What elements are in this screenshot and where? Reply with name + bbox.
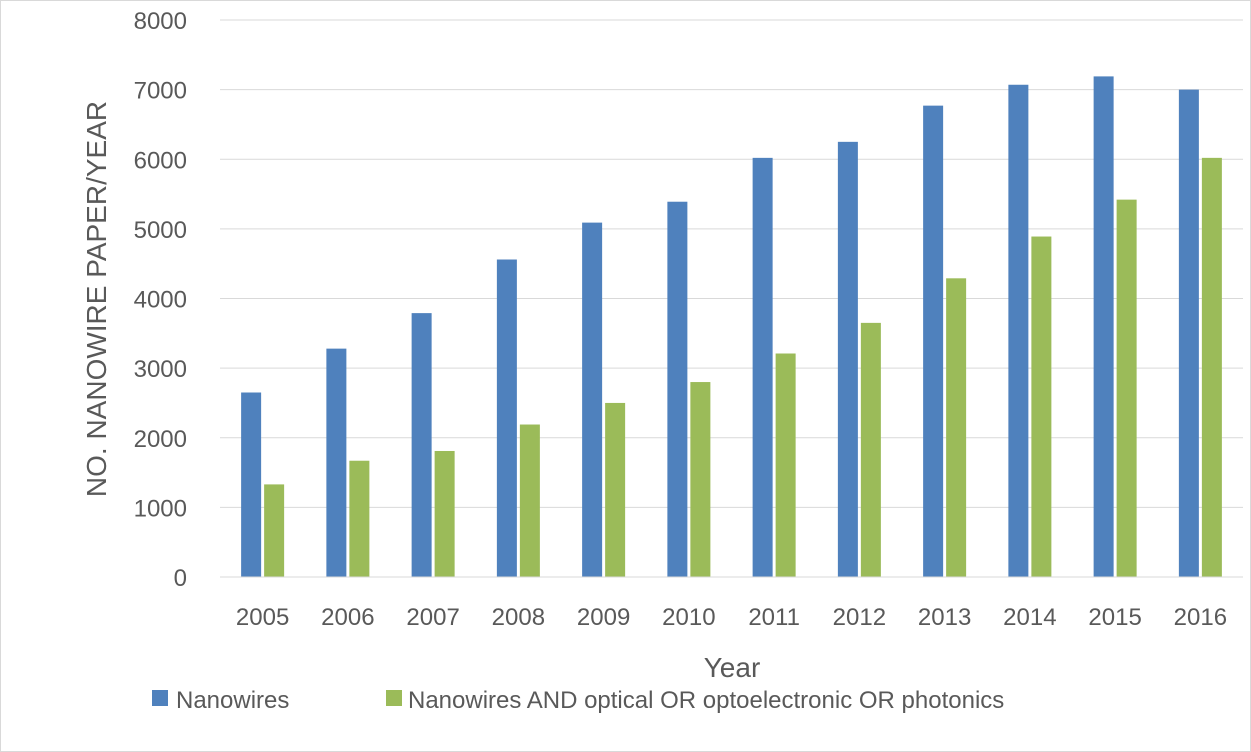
bar-nanowires-2007 xyxy=(411,313,432,577)
bar-nanowires-2014 xyxy=(1008,84,1029,577)
bar-nanowires-2016 xyxy=(1178,89,1199,577)
y-tick-label: 8000 xyxy=(134,8,187,35)
x-tick-label: 2010 xyxy=(662,604,715,631)
x-axis-title: Year xyxy=(704,652,761,683)
x-tick-label: 2005 xyxy=(236,604,289,631)
bar-optical-2005 xyxy=(264,484,285,577)
bar-optical-2006 xyxy=(349,460,370,577)
gridlines xyxy=(220,19,1243,508)
legend: Nanowires Nanowires AND optical OR optoe… xyxy=(152,687,1004,714)
x-tick-label: 2009 xyxy=(577,604,630,631)
bar-optical-2010 xyxy=(690,382,711,577)
x-tick-label: 2011 xyxy=(748,604,800,631)
legend-label-optical: Nanowires AND optical OR optoelectronic … xyxy=(408,687,1004,714)
y-tick-label: 7000 xyxy=(134,78,187,105)
y-tick-label: 0 xyxy=(174,565,187,592)
bar-optical-2008 xyxy=(519,424,540,577)
bars xyxy=(241,76,1222,578)
bar-optical-2009 xyxy=(605,402,626,577)
bar-optical-2012 xyxy=(860,322,881,577)
x-tick-label: 2015 xyxy=(1088,604,1141,631)
bar-nanowires-2005 xyxy=(241,392,262,577)
y-tick-label: 6000 xyxy=(134,147,187,174)
x-axis-ticks: 2005 2006 2007 2008 2009 2010 2011 2012 2013 2014… xyxy=(236,604,1227,631)
bar-nanowires-2008 xyxy=(496,259,517,577)
bar-optical-2011 xyxy=(775,353,796,577)
bar-optical-2013 xyxy=(946,278,967,577)
bar-optical-2014 xyxy=(1031,236,1052,577)
x-tick-label: 2012 xyxy=(833,604,886,631)
bar-nanowires-2010 xyxy=(667,201,688,577)
bar-optical-2015 xyxy=(1116,199,1137,577)
bar-nanowires-2006 xyxy=(326,348,347,577)
x-tick-label: 2008 xyxy=(492,604,545,631)
bar-nanowires-2011 xyxy=(752,157,773,578)
y-tick-label: 2000 xyxy=(134,426,187,453)
bar-nanowires-2009 xyxy=(582,222,603,577)
bar-optical-2007 xyxy=(434,450,455,577)
bar-optical-2016 xyxy=(1201,157,1222,578)
y-axis-title: NO. NANOWIRE PAPER/YEAR xyxy=(81,101,112,497)
x-tick-label: 2014 xyxy=(1003,604,1056,631)
bar-nanowires-2012 xyxy=(837,141,858,577)
legend-label-nanowires: Nanowires xyxy=(176,687,289,714)
y-tick-label: 4000 xyxy=(134,287,187,314)
bar-nanowires-2013 xyxy=(923,105,944,578)
bar-nanowires-2015 xyxy=(1093,76,1114,578)
y-tick-label: 1000 xyxy=(134,495,187,522)
x-tick-label: 2007 xyxy=(406,604,459,631)
legend-swatch-optical xyxy=(386,690,402,706)
x-tick-label: 2013 xyxy=(918,604,971,631)
y-axis-ticks: 0 1000 2000 3000 4000 5000 6000 7000 8000 xyxy=(134,8,187,592)
legend-swatch-nanowires xyxy=(152,690,168,706)
y-tick-label: 5000 xyxy=(134,217,187,244)
x-tick-label: 2006 xyxy=(321,604,374,631)
x-tick-label: 2016 xyxy=(1174,604,1227,631)
y-tick-label: 3000 xyxy=(134,356,187,383)
